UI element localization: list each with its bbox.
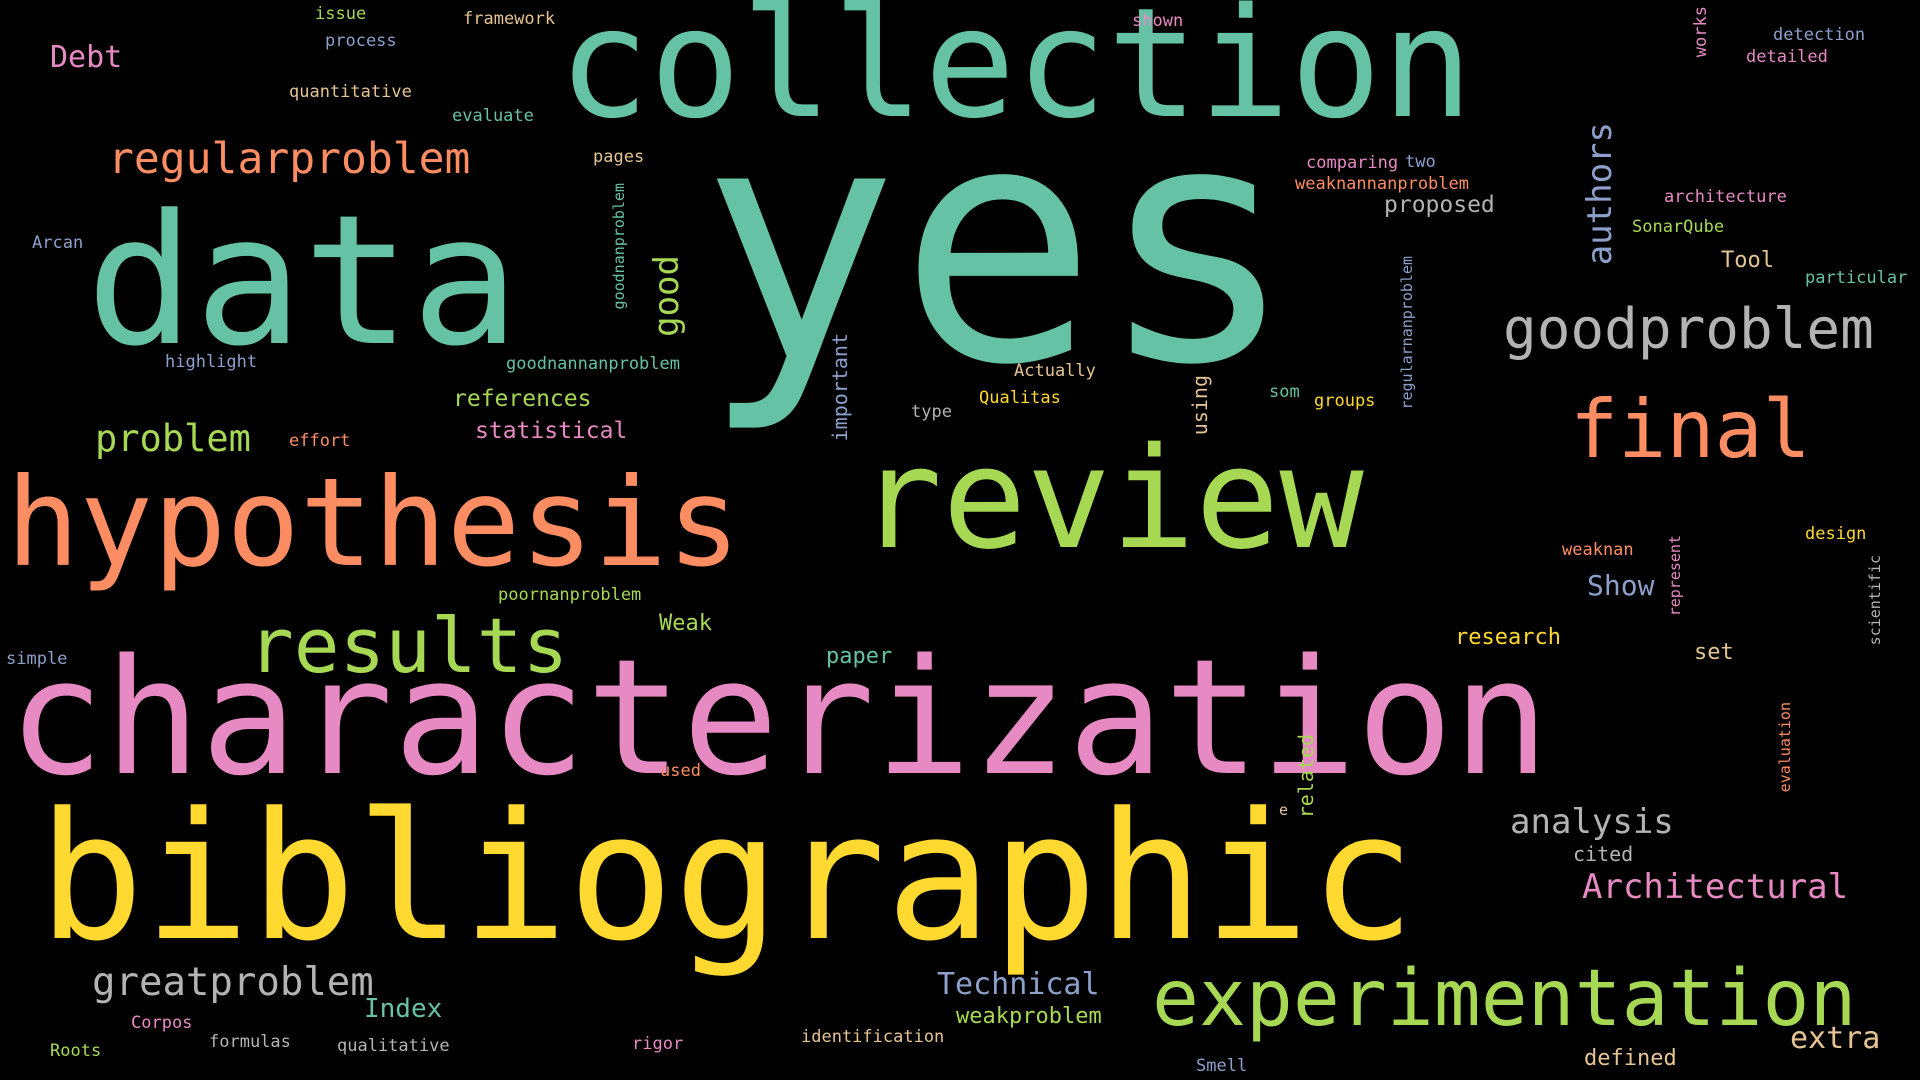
word-related: related [1294,734,1318,819]
word-collection: collection [558,0,1474,152]
word-issue: issue [315,4,367,24]
word-architecture: architecture [1664,187,1787,207]
word-experimentation: experimentation [1152,954,1857,1044]
word-yes: yes [700,53,1297,437]
word-quantitative: quantitative [289,82,412,102]
word-weaknannanproblem: weaknannanproblem [1295,174,1469,194]
word-qualitative: qualitative [337,1036,450,1056]
word-Technical: Technical [937,967,1100,1002]
word-evaluation: evaluation [1776,702,1794,793]
word-Index: Index [364,994,443,1024]
word-analysis: analysis [1510,802,1674,842]
word-framework: framework [463,9,556,29]
word-identification: identification [801,1027,945,1047]
word-goodnannanproblem: goodnannanproblem [506,354,680,374]
word-paper: paper [826,644,893,669]
word-hypothesis: hypothesis [6,452,741,594]
word-regularproblem: regularproblem [108,134,471,184]
word-SonarQube: SonarQube [1632,217,1725,237]
word-particular: particular [1805,268,1908,288]
word-Debt: Debt [50,40,123,75]
word-works: works [1691,6,1711,58]
word-statistical: statistical [475,418,628,444]
word-problem: problem [95,417,251,460]
word-formulas: formulas [209,1032,291,1052]
word-rigor: rigor [632,1034,684,1054]
word-authors: authors [1580,122,1620,266]
word-results: results [248,601,569,690]
word-comparing: comparing [1306,153,1399,173]
word-used: used [660,761,701,781]
word-good: good [647,255,687,337]
word-Actually: Actually [1014,361,1096,381]
word-goodnanproblem: goodnanproblem [610,183,628,310]
word-Qualitas: Qualitas [979,388,1061,408]
word-bibliographic: bibliographic [38,775,1416,980]
word-goodproblem: goodproblem [1503,297,1874,362]
word-important: important [828,333,852,442]
word-poornanproblem: poornanproblem [498,585,642,605]
word-references: references [453,386,592,412]
word-two: two [1405,152,1436,172]
word-detailed: detailed [1746,47,1828,67]
word-defined: defined [1584,1046,1677,1071]
word-evaluate: evaluate [452,106,534,126]
word-data: data [86,177,520,386]
word-Architectural: Architectural [1582,867,1849,907]
word-Show: Show [1587,569,1655,602]
word-Smell: Smell [1196,1056,1248,1076]
word-review: review [858,418,1364,581]
word-using: using [1188,375,1212,436]
word-Corpos: Corpos [131,1013,193,1033]
word-research: research [1455,625,1561,650]
word-Arcan: Arcan [32,233,84,253]
word-Tool: Tool [1721,248,1774,273]
word-Weak: Weak [659,611,712,636]
word-represent: represent [1666,535,1684,617]
word-shown: shown [1132,11,1184,31]
word-simple: simple [6,649,68,669]
word-highlight: highlight [165,352,258,372]
word-regularnanproblem: regularnanproblem [1398,256,1416,410]
word-effort: effort [289,431,351,451]
word-greatproblem: greatproblem [92,960,374,1005]
word-extra: extra [1790,1021,1881,1056]
word-process: process [325,31,397,51]
word-detection: detection [1773,25,1866,45]
word-e: e [1279,801,1289,819]
word-design: design [1805,524,1867,544]
word-proposed: proposed [1384,192,1495,218]
word-Roots: Roots [50,1041,102,1061]
word-weaknan: weaknan [1562,540,1634,560]
word-cited: cited [1573,842,1634,866]
word-pages: pages [593,147,645,167]
word-final: final [1570,383,1811,476]
word-characterization: characterization [8,624,1550,811]
word-scientific: scientific [1866,555,1884,646]
word-type: type [911,402,952,422]
word-set: set [1694,640,1734,665]
word-som: som [1269,382,1300,402]
word-weakproblem: weakproblem [956,1004,1102,1029]
word-groups: groups [1314,391,1376,411]
